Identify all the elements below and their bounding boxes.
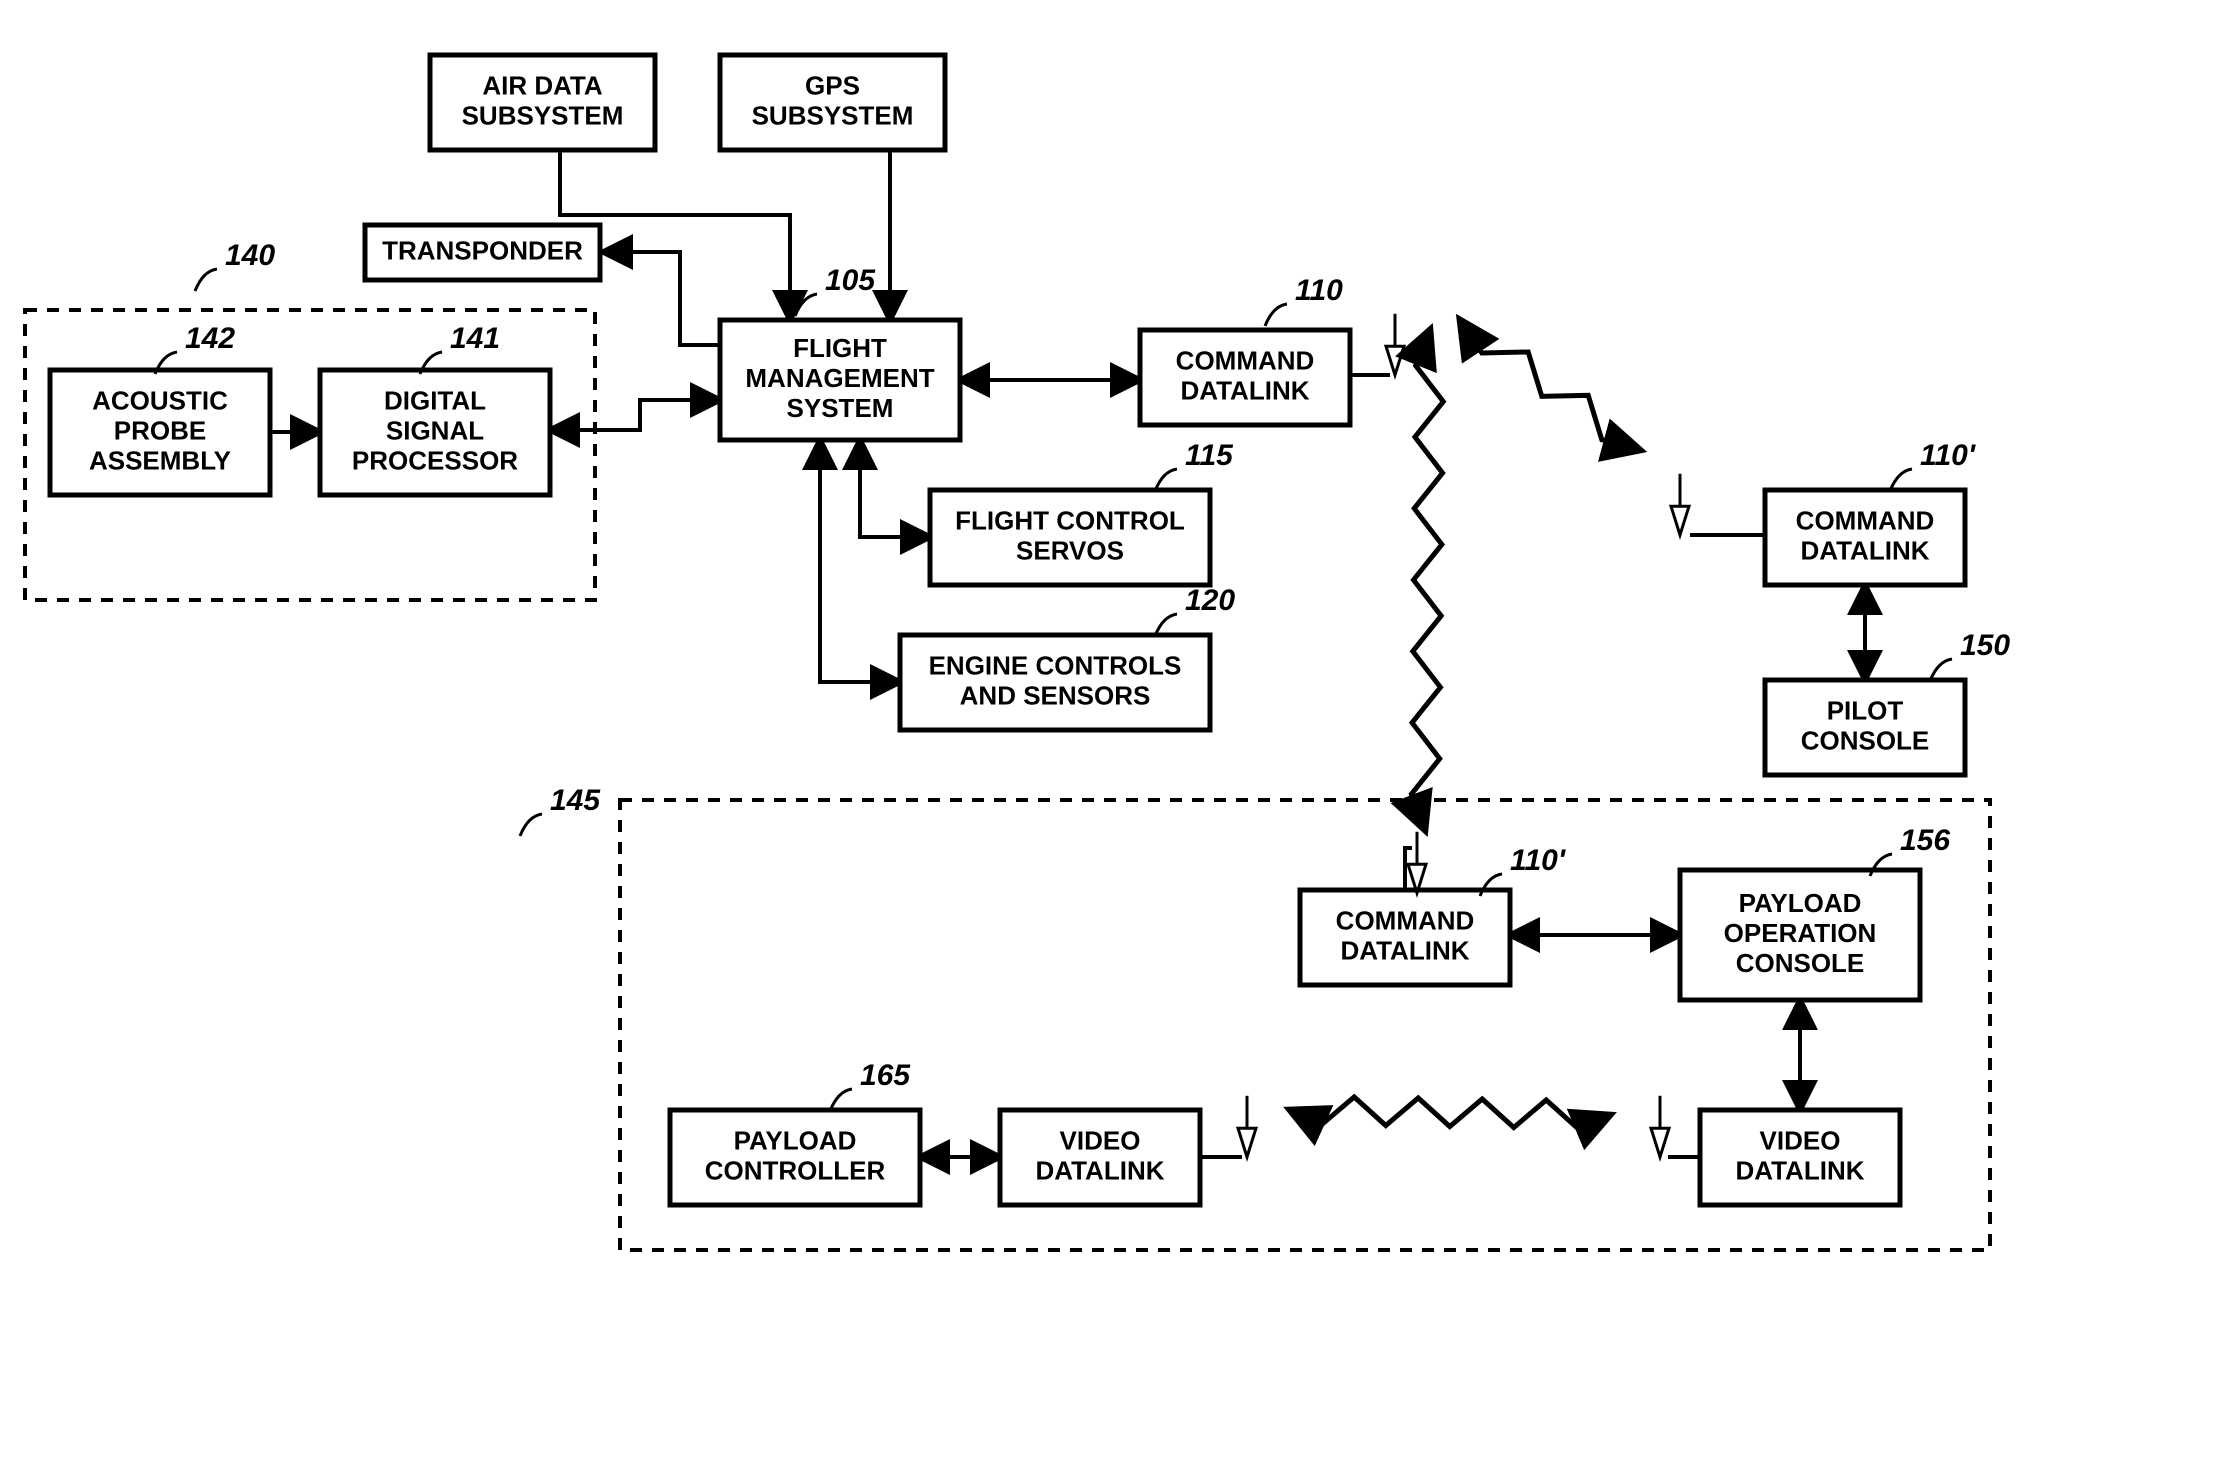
ref-label: 150 — [1960, 629, 2010, 662]
block-label-eng: ENGINE CONTROLSAND SENSORS — [929, 650, 1182, 710]
ref-label: 110' — [1510, 844, 1566, 877]
rf-link — [1460, 320, 1640, 450]
ref-label: 110 — [1295, 274, 1343, 307]
ref-hook — [1265, 304, 1287, 326]
block-label-poc: PAYLOADOPERATIONCONSOLE — [1724, 888, 1877, 978]
block-label-cmd_dl_air: COMMANDDATALINK — [1176, 345, 1315, 405]
ref-label: 145 — [550, 784, 601, 817]
block-label-air_data: AIR DATASUBSYSTEM — [462, 70, 624, 130]
antenna-icon — [1671, 506, 1689, 535]
edge-fms-transponder — [603, 252, 720, 345]
ref-hook — [195, 269, 217, 291]
ref-label: 142 — [185, 322, 235, 355]
ref-label: 141 — [450, 322, 500, 355]
block-label-transponder: TRANSPONDER — [382, 235, 583, 265]
ref-label: 110' — [1920, 439, 1976, 472]
block-label-cmd_dl_g1: COMMANDDATALINK — [1796, 505, 1935, 565]
ref-label: 105 — [825, 264, 876, 297]
edge-fms-fcs — [860, 440, 930, 537]
antenna-icon — [1238, 1128, 1256, 1157]
ref-label: 140 — [225, 239, 275, 272]
ref-label: 115 — [1185, 439, 1234, 472]
rf-link — [1411, 330, 1443, 830]
block-label-cmd_dl_g2: COMMANDDATALINK — [1336, 905, 1475, 965]
rf-link — [1290, 1097, 1610, 1128]
ref-label: 156 — [1900, 824, 1950, 857]
ref-label: 165 — [860, 1059, 911, 1092]
ref-hook — [795, 294, 817, 316]
antenna-icon — [1651, 1128, 1669, 1157]
ref-label: 120 — [1185, 584, 1235, 617]
edge-dsp-fms — [550, 400, 720, 430]
ref-hook — [520, 814, 542, 836]
block-diagram: AIR DATASUBSYSTEMGPSSUBSYSTEMTRANSPONDER… — [0, 0, 2227, 1477]
antenna-icon — [1386, 346, 1404, 375]
